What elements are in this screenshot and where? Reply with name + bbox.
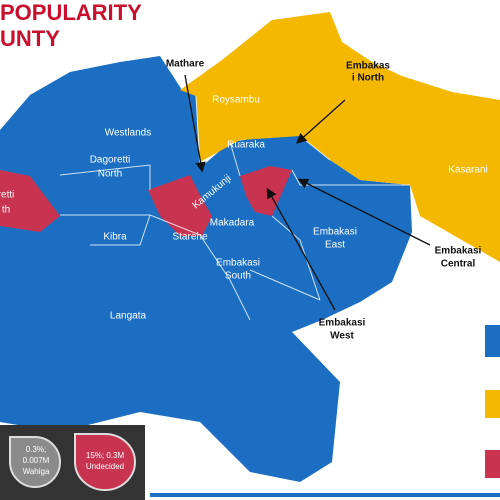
region-label: th: [2, 205, 10, 216]
badge-text: Undecided: [86, 462, 124, 471]
region-label: Kibra: [103, 232, 127, 243]
badge-text: Wahiga: [23, 467, 50, 476]
footer-line: [150, 493, 500, 497]
red-area: [0, 170, 60, 232]
badge-text: 0.007M: [23, 456, 50, 465]
region-label: Ruaraka: [227, 140, 265, 151]
region-label: Embakasi: [319, 318, 366, 329]
title: UNTY: [0, 26, 60, 51]
legend-swatch: [485, 450, 500, 478]
region-label: Embakasi: [216, 258, 260, 269]
legend-swatch: [485, 325, 500, 357]
region-label: Starehe: [172, 232, 207, 243]
badge: [9, 436, 62, 488]
arrow: [296, 99, 346, 144]
region-label: Roysambu: [212, 95, 260, 106]
region-label: South: [225, 271, 251, 282]
region-label: West: [330, 331, 354, 342]
arrow: [184, 74, 206, 173]
region-label: Embakasi: [435, 246, 482, 257]
legend-swatch: [485, 390, 500, 418]
badge: [74, 433, 137, 491]
region-label: Embakas: [346, 61, 390, 72]
arrow: [297, 178, 431, 246]
region-label: Langata: [110, 311, 147, 322]
boundary: [59, 95, 410, 321]
region-label: Embakasi: [313, 227, 357, 238]
badge-text: 15%; 0.3M: [86, 451, 125, 460]
arrow: [266, 187, 336, 311]
region-label: North: [98, 169, 122, 180]
red-area: [240, 166, 292, 216]
region-label: Central: [441, 259, 476, 270]
region-label: Kasarani: [448, 165, 487, 176]
red-area: [148, 175, 212, 236]
region-label: East: [325, 240, 345, 251]
region-label: i North: [352, 73, 384, 84]
region-label: Westlands: [105, 128, 152, 139]
region-label: Dagoretti: [90, 155, 131, 166]
region-label: Makadara: [210, 218, 255, 229]
yellow-area: [180, 12, 500, 262]
title: POPULARITY: [0, 0, 142, 25]
region-label: retti: [0, 190, 14, 201]
region-label: Mathare: [166, 59, 205, 70]
badge-text: 0.3%;: [26, 445, 46, 454]
blue-area: [0, 56, 412, 482]
